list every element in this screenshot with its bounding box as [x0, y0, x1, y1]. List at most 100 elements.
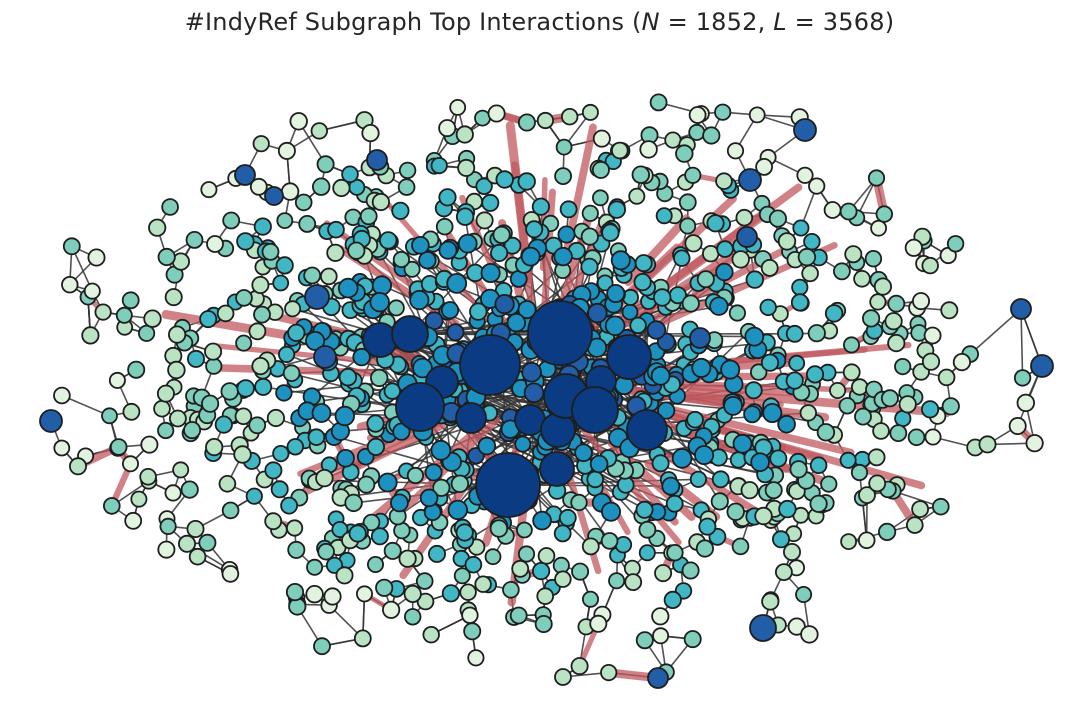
node [534, 615, 553, 634]
node [745, 270, 765, 289]
node [284, 300, 302, 318]
node [586, 470, 604, 489]
node [403, 584, 422, 604]
node [287, 540, 306, 559]
node [180, 480, 199, 499]
node [122, 402, 141, 421]
node [651, 607, 670, 626]
node [264, 186, 284, 206]
node [168, 409, 187, 428]
node [441, 584, 460, 603]
node [459, 583, 477, 601]
node [489, 243, 509, 263]
node [264, 461, 283, 480]
node [601, 501, 622, 522]
node [235, 334, 253, 352]
node [691, 357, 712, 378]
hub-node [455, 402, 487, 434]
node [277, 141, 296, 160]
node [115, 306, 133, 324]
node [157, 421, 175, 440]
node [381, 600, 401, 619]
node [795, 586, 813, 604]
node [791, 278, 809, 296]
node [785, 371, 804, 390]
node [235, 289, 253, 307]
node [398, 161, 417, 180]
node [749, 614, 777, 642]
node [62, 237, 81, 256]
node [688, 106, 707, 124]
node [415, 572, 434, 590]
node [851, 378, 869, 396]
node [199, 310, 218, 329]
node [435, 217, 454, 236]
node [726, 142, 745, 160]
node [740, 481, 759, 500]
node [762, 402, 783, 423]
node [803, 232, 821, 251]
node [377, 472, 398, 493]
node [159, 517, 177, 536]
node [665, 494, 684, 513]
node [305, 330, 326, 351]
node [313, 345, 337, 369]
node [139, 467, 157, 486]
node [315, 468, 334, 488]
node [807, 324, 826, 343]
node [121, 291, 140, 310]
node [624, 573, 643, 591]
node [553, 246, 573, 267]
node [532, 510, 552, 531]
node [706, 214, 725, 233]
node [1010, 298, 1032, 320]
node [221, 565, 240, 583]
node [858, 486, 876, 505]
node [427, 544, 446, 563]
node [675, 144, 694, 163]
node [251, 356, 270, 376]
node [805, 365, 825, 384]
node [185, 230, 204, 249]
node [369, 292, 390, 313]
node [101, 407, 118, 425]
node [789, 460, 808, 479]
node [157, 540, 176, 559]
node [140, 435, 159, 454]
node [553, 524, 572, 543]
node [249, 177, 268, 196]
hub-node [475, 452, 541, 518]
node [884, 312, 903, 331]
node [446, 272, 468, 294]
node [880, 389, 899, 408]
node [801, 264, 819, 283]
node [357, 475, 376, 494]
node [608, 572, 626, 590]
node [404, 608, 422, 626]
node [234, 407, 253, 426]
node [561, 107, 579, 126]
node [796, 166, 814, 184]
node [683, 630, 702, 649]
node [732, 433, 753, 454]
node [580, 227, 599, 246]
node [53, 386, 71, 405]
node [604, 315, 626, 337]
node [559, 200, 578, 219]
node [391, 201, 410, 220]
node [554, 668, 572, 686]
hub-node [626, 409, 668, 451]
node [332, 178, 351, 198]
node [591, 160, 610, 179]
node [156, 384, 175, 403]
node [635, 631, 654, 650]
node [664, 131, 682, 149]
node [205, 357, 223, 375]
node [348, 524, 367, 543]
node [684, 166, 702, 184]
node [516, 521, 533, 539]
node [447, 499, 469, 521]
node [869, 293, 887, 311]
node [205, 437, 224, 457]
node [127, 360, 146, 379]
